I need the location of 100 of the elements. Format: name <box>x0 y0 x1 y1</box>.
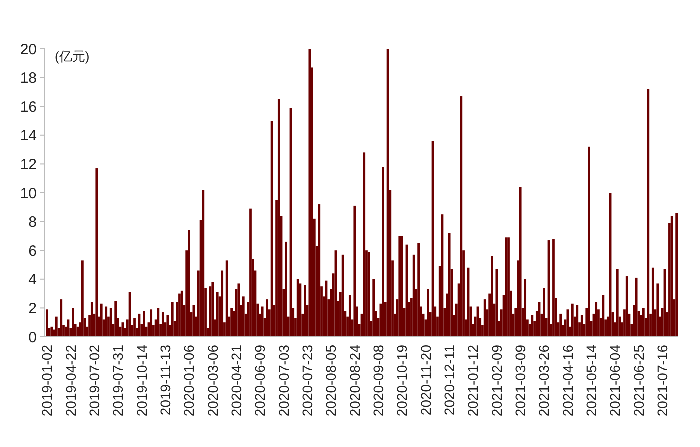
bar <box>670 216 674 337</box>
bar <box>595 302 598 337</box>
bar <box>652 268 654 337</box>
bar <box>496 269 498 337</box>
x-tick-label: 2020-01-06 <box>181 344 198 417</box>
bar <box>238 284 240 337</box>
bar <box>100 304 103 337</box>
bar <box>580 315 584 337</box>
bar <box>96 168 98 337</box>
bar <box>46 310 48 337</box>
bar <box>278 99 280 337</box>
y-tick-label: 6 <box>28 242 37 260</box>
bar <box>505 238 508 337</box>
bar <box>110 308 112 337</box>
bar <box>576 305 579 337</box>
x-tick-label: 2020-07-23 <box>299 344 316 417</box>
x-tick-label: 2020-09-08 <box>370 344 386 417</box>
bar <box>162 312 164 337</box>
bar <box>626 276 628 337</box>
x-tick-label: 2019-01-02 <box>39 344 56 417</box>
x-tick-label: 2021-03-26 <box>536 344 552 417</box>
y-tick-label: 16 <box>20 98 37 116</box>
bar <box>363 152 366 337</box>
x-tick-label: 2021-02-09 <box>488 344 505 417</box>
bar <box>150 310 153 337</box>
x-tick-label: 2019-07-02 <box>86 344 102 417</box>
bar <box>616 269 619 337</box>
y-axis-title: (亿元) <box>55 49 90 64</box>
x-tick-label: 2019-10-14 <box>134 344 150 417</box>
bar <box>50 326 54 337</box>
bar <box>448 233 451 337</box>
bar <box>398 236 402 337</box>
bar <box>524 279 527 337</box>
x-tick-label: 2020-10-19 <box>394 344 410 417</box>
x-tick-label: 2021-04-16 <box>560 344 576 417</box>
bar <box>308 49 312 337</box>
bar <box>166 315 170 337</box>
bar <box>318 204 321 337</box>
bar <box>635 278 638 337</box>
bar <box>90 302 94 337</box>
bar <box>676 213 678 337</box>
bar <box>134 318 136 337</box>
x-tick-label: 2021-07-16 <box>654 344 671 417</box>
bar <box>543 288 546 337</box>
bar <box>571 304 574 337</box>
bar <box>552 239 555 337</box>
y-tick-label: 4 <box>28 272 37 289</box>
bar <box>412 254 416 337</box>
bar <box>642 308 645 337</box>
bar <box>656 284 660 337</box>
bar <box>202 190 205 337</box>
bar <box>221 270 224 337</box>
x-tick-label: 2021-01-12 <box>465 344 482 417</box>
x-tick-label: 2020-06-09 <box>252 344 268 417</box>
bar <box>382 167 384 337</box>
x-tick-label: 2021-03-09 <box>512 344 528 417</box>
bar <box>460 96 463 337</box>
x-tick-label: 2020-03-06 <box>204 344 221 417</box>
y-tick-label: 10 <box>20 185 37 202</box>
x-tick-label: 2020-07-03 <box>276 344 292 417</box>
bar <box>114 301 118 337</box>
bar <box>226 260 228 337</box>
bar <box>216 292 219 337</box>
x-tick-label: 2020-08-05 <box>323 344 340 417</box>
x-tick-label: 2021-06-04 <box>607 344 624 417</box>
bar <box>180 290 184 337</box>
y-tick-label: 12 <box>20 156 37 174</box>
bar <box>212 282 214 337</box>
bar <box>348 295 352 337</box>
bar <box>60 300 63 337</box>
x-tick-label: 2020-11-20 <box>418 344 434 416</box>
x-tick-label: 2020-08-24 <box>346 344 363 417</box>
bar <box>427 289 430 337</box>
y-tick-label: 20 <box>20 41 37 58</box>
bar <box>178 294 181 337</box>
bar <box>188 230 190 337</box>
bar <box>531 315 534 337</box>
bar <box>143 311 146 337</box>
bar <box>72 308 74 337</box>
bar <box>250 208 252 337</box>
bar <box>122 322 124 337</box>
bar <box>519 187 522 337</box>
y-tick-label: 2 <box>28 300 37 318</box>
x-tick-label: 2020-04-21 <box>228 344 244 417</box>
x-tick-label: 2019-11-13 <box>157 344 174 416</box>
bar <box>171 302 174 337</box>
x-tick-label: 2019-07-31 <box>110 344 126 417</box>
y-tick-label: 18 <box>20 70 37 88</box>
bar <box>484 300 486 337</box>
y-tick-label: 14 <box>20 128 37 145</box>
bar <box>372 279 376 337</box>
bar <box>401 236 404 337</box>
bar <box>296 279 300 337</box>
bar <box>304 285 306 337</box>
bar <box>82 260 84 337</box>
bar <box>491 256 494 337</box>
bar <box>560 314 562 337</box>
x-tick-label: 2019-04-22 <box>62 344 79 417</box>
bar <box>368 252 370 337</box>
bar <box>588 146 590 337</box>
